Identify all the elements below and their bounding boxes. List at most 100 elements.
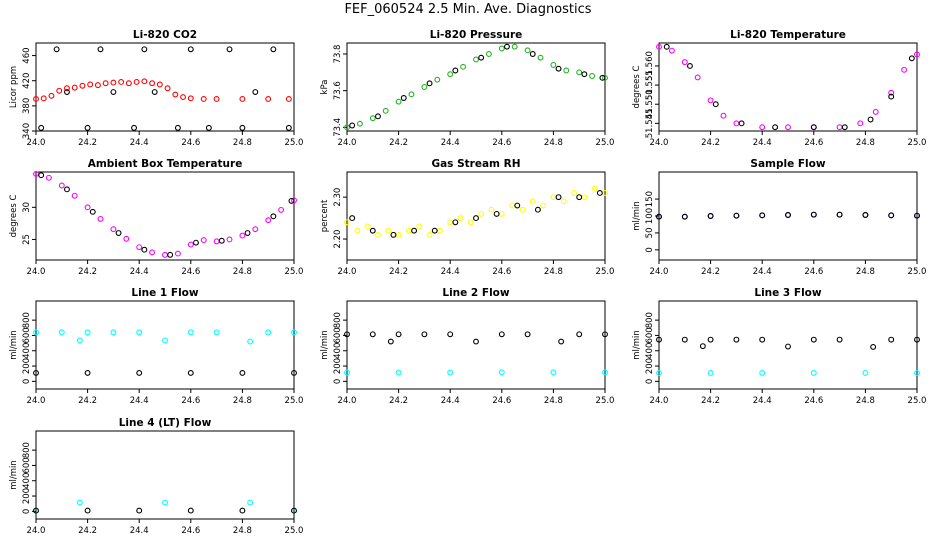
data-point [131, 124, 137, 131]
data-point [810, 336, 817, 343]
data-point [836, 336, 843, 343]
data-point [156, 81, 163, 88]
data-point [141, 46, 148, 53]
data-point [596, 190, 603, 196]
data-point [395, 231, 402, 238]
x-tick-label: 24.2 [389, 396, 408, 406]
y-tick-label: 460 [22, 47, 32, 63]
data-point [395, 331, 402, 338]
y-tick-label: 0 [645, 247, 655, 252]
data-point [529, 198, 536, 205]
data-point [738, 120, 745, 127]
series-magenta [33, 170, 297, 258]
y-tick-label: 400 [22, 473, 32, 489]
chart-gas-stream-rh: Gas Stream RH 24.0 24.2 24.4 24.6 24.8 25.0 2.2… [320, 158, 614, 277]
data-point [550, 194, 557, 201]
data-point [213, 95, 220, 102]
y-tick-label: 800 [22, 312, 32, 328]
data-point [387, 338, 394, 345]
data-point [200, 237, 207, 244]
data-point [291, 507, 297, 514]
data-point [349, 215, 356, 222]
data-point [537, 54, 544, 61]
series-magenta [656, 43, 920, 131]
data-point [48, 92, 55, 99]
x-tick-label: 24.2 [389, 138, 408, 148]
data-point [239, 95, 246, 102]
data-point [53, 46, 60, 53]
data-point [460, 63, 467, 70]
y-tick-label: 600 [22, 457, 32, 473]
data-point [123, 235, 130, 242]
y-tick-label: 400 [22, 343, 32, 359]
x-tick-label: 24.8 [544, 138, 563, 148]
data-point [110, 79, 117, 86]
data-point [514, 202, 521, 209]
data-point [759, 124, 766, 131]
data-point [550, 62, 557, 68]
data-point [58, 182, 65, 189]
data-point [457, 215, 464, 222]
x-tick-label: 24.8 [856, 138, 875, 148]
x-tick-label: 24.4 [130, 396, 149, 406]
y-tick-label: 200 [22, 488, 32, 504]
data-point [40, 95, 47, 102]
data-point [71, 192, 78, 199]
data-point [149, 249, 156, 256]
x-tick-label: 24.0 [338, 267, 357, 277]
data-point [467, 219, 474, 226]
data-point [270, 213, 277, 220]
data-point [71, 84, 78, 91]
series-cyan [344, 369, 608, 376]
data-point [247, 338, 254, 345]
x-tick-label: 24.0 [650, 138, 669, 148]
data-point [836, 211, 843, 218]
y-tick-label: 51.560 [645, 51, 655, 81]
data-point [862, 212, 869, 218]
data-point [291, 369, 297, 376]
data-point [76, 499, 83, 506]
x-tick-label: 24.4 [130, 526, 149, 536]
data-point [102, 80, 109, 87]
y-tick-label: 0 [22, 379, 32, 384]
data-point [285, 124, 292, 131]
plot-frame [658, 42, 918, 132]
x-tick-label: 25.0 [285, 138, 304, 148]
data-point [141, 78, 148, 85]
data-point [576, 194, 583, 201]
chart-line-3-flow: Line 3 Flow 24.0 24.2 24.4 24.6 24.8 25.0 0 2004… [632, 287, 926, 406]
x-tick-label: 24.6 [492, 267, 511, 277]
data-point [694, 74, 701, 81]
data-point [291, 197, 297, 204]
data-point [344, 124, 350, 131]
data-point [395, 369, 402, 376]
data-point [447, 369, 454, 376]
data-point [434, 76, 441, 83]
data-point [452, 219, 459, 226]
data-point [759, 336, 766, 343]
data-point [810, 211, 817, 218]
data-point [76, 337, 83, 344]
data-point [375, 113, 381, 120]
data-point [285, 95, 292, 102]
data-point [529, 51, 536, 57]
series-yellow [344, 185, 608, 238]
data-point [707, 213, 714, 219]
y-axis-label: ml/min [632, 330, 642, 360]
data-point [97, 46, 104, 53]
data-point [174, 250, 181, 257]
data-point [187, 241, 194, 248]
data-point [901, 66, 908, 73]
y-axis-label: Licor ppm [9, 66, 19, 108]
data-point [125, 80, 132, 87]
data-point [498, 331, 505, 338]
data-point [33, 95, 39, 102]
data-point [841, 124, 848, 131]
figure-title: FEF_060524 2.5 Min. Ave. Diagnostics [344, 2, 592, 17]
data-point [836, 124, 843, 131]
x-tick-label: 24.4 [441, 396, 460, 406]
y-tick-label: 800 [645, 312, 655, 328]
data-point [97, 215, 104, 222]
y-tick-label: 400 [333, 343, 343, 359]
data-point [785, 212, 791, 218]
